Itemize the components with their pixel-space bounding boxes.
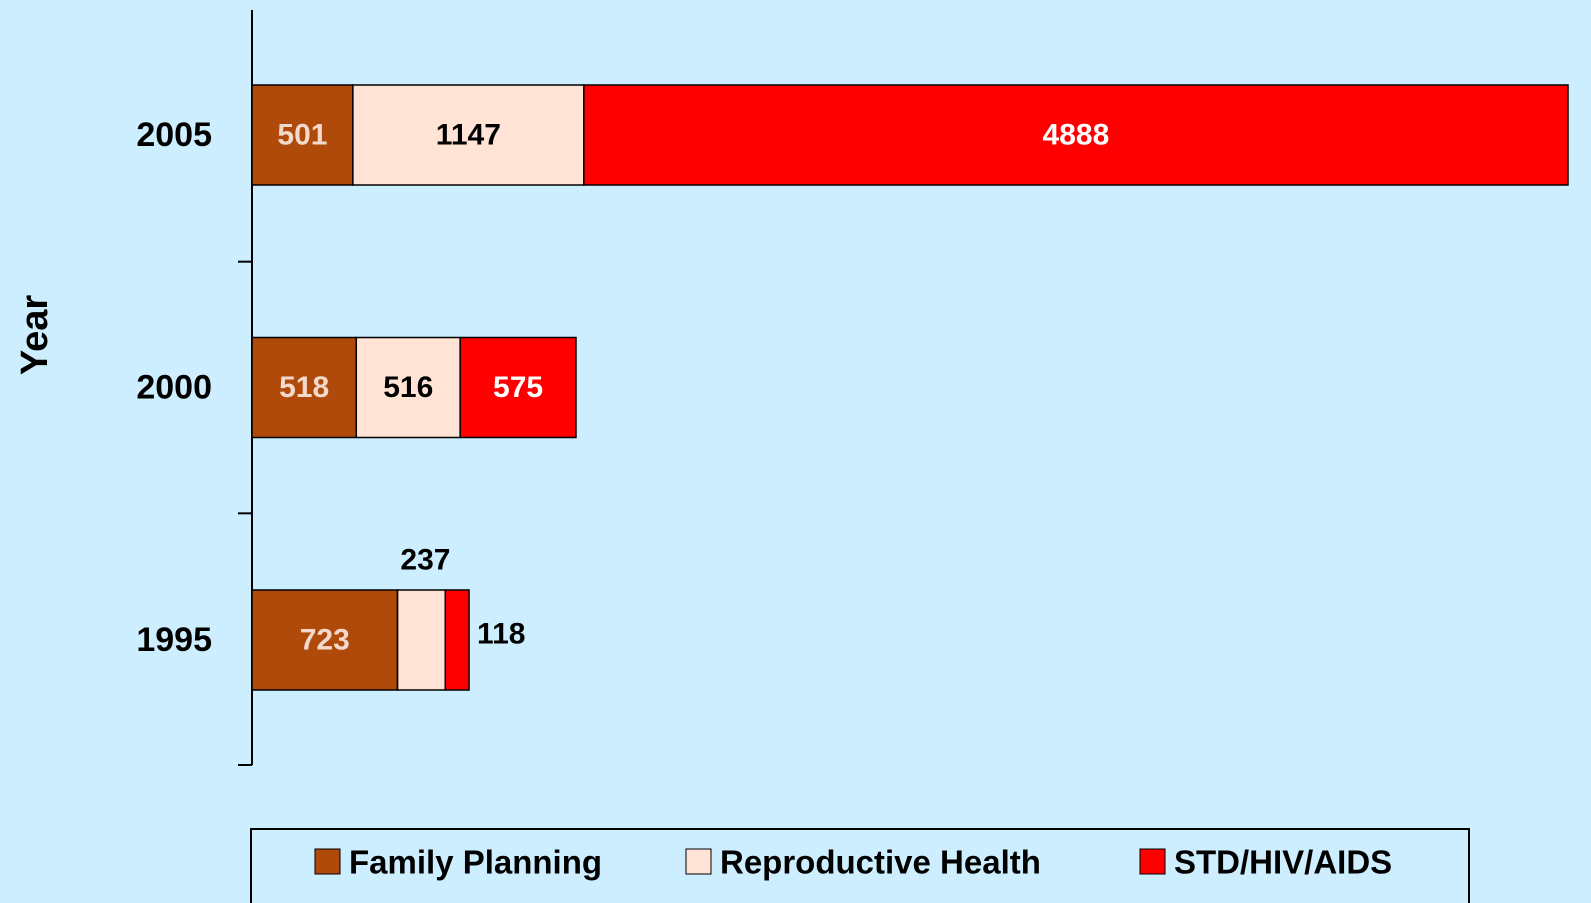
bar-segment bbox=[444, 589, 470, 691]
y-tick-label: 1995 bbox=[136, 621, 212, 659]
legend-swatch bbox=[685, 848, 712, 875]
legend-swatch bbox=[314, 848, 341, 875]
data-label: 237 bbox=[400, 544, 450, 577]
data-label: 518 bbox=[279, 371, 329, 404]
legend-label: Family Planning bbox=[349, 844, 602, 881]
data-label: 1147 bbox=[436, 119, 501, 152]
legend-label: STD/HIV/AIDS bbox=[1174, 844, 1392, 881]
data-label: 723 bbox=[300, 624, 350, 657]
bar-segment bbox=[251, 84, 354, 186]
y-tick-label: 2000 bbox=[136, 369, 212, 407]
y-axis-label: Year bbox=[14, 295, 56, 376]
bar-segment bbox=[355, 336, 461, 439]
bar-segment bbox=[352, 84, 585, 186]
legend-label: Reproductive Health bbox=[720, 844, 1041, 881]
data-label: 118 bbox=[477, 618, 525, 651]
legend-swatch bbox=[1139, 848, 1166, 875]
bar-segment bbox=[459, 336, 577, 439]
bar-segment bbox=[583, 84, 1569, 186]
data-label: 575 bbox=[493, 371, 543, 404]
y-tick-label: 2005 bbox=[136, 116, 212, 154]
data-label: 4888 bbox=[1043, 119, 1110, 152]
data-label: 516 bbox=[383, 371, 433, 404]
legend-box bbox=[250, 828, 1470, 903]
bar-segment bbox=[396, 589, 447, 691]
bar-segment bbox=[251, 336, 358, 439]
data-label: 501 bbox=[277, 119, 327, 152]
